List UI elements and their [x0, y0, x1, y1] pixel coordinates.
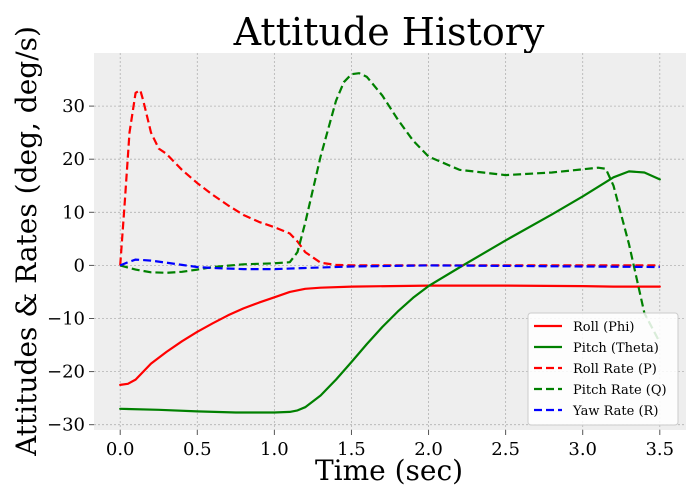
- legend-label-0: Roll (Phi): [573, 320, 634, 335]
- y-axis-label: Attitudes & Rates (deg, deg/s): [10, 26, 43, 457]
- y-tick-label: −20: [47, 362, 85, 383]
- legend-label-3: Pitch Rate (Q): [573, 383, 667, 398]
- legend-label-4: Yaw Rate (R): [572, 404, 658, 419]
- legend-box: [527, 312, 679, 426]
- x-tick-label: 1.5: [337, 439, 366, 460]
- series-line-0: [119, 284, 661, 386]
- y-tick-label: 20: [62, 149, 85, 170]
- series-lines: [119, 72, 661, 414]
- series-line-4: [119, 258, 660, 271]
- x-axis-ticks: 0.0 0.5 1.0 1.5 2.0 2.5 3.0 3.5: [106, 430, 674, 460]
- x-tick-label: 1.0: [260, 439, 289, 460]
- x-tick-label: 3.0: [568, 439, 597, 460]
- x-tick-label: 3.5: [645, 439, 674, 460]
- x-tick-label: 0.5: [183, 439, 212, 460]
- y-axis-ticks: −30 −20 −10 0 10 20 30: [47, 96, 94, 436]
- y-tick-label: 0: [74, 255, 85, 276]
- legend-label-1: Pitch (Theta): [573, 341, 659, 356]
- chart-title: Attitude History: [233, 10, 545, 54]
- x-tick-label: 0.0: [106, 439, 135, 460]
- x-axis-label: Time (sec): [315, 454, 463, 487]
- y-tick-label: 10: [62, 202, 85, 223]
- legend-label-2: Roll Rate (P): [573, 362, 657, 377]
- series-line-1: [119, 170, 661, 414]
- y-tick-label: −10: [47, 308, 85, 329]
- x-tick-label: 2.5: [491, 439, 520, 460]
- legend: Roll (Phi) Pitch (Theta) Roll Rate (P) Pitc…: [527, 312, 679, 426]
- y-tick-label: 30: [62, 96, 85, 117]
- x-tick-label: 2.0: [414, 439, 443, 460]
- series-line-2: [119, 89, 660, 267]
- series-line-3: [119, 72, 661, 343]
- y-tick-label: −30: [47, 415, 85, 436]
